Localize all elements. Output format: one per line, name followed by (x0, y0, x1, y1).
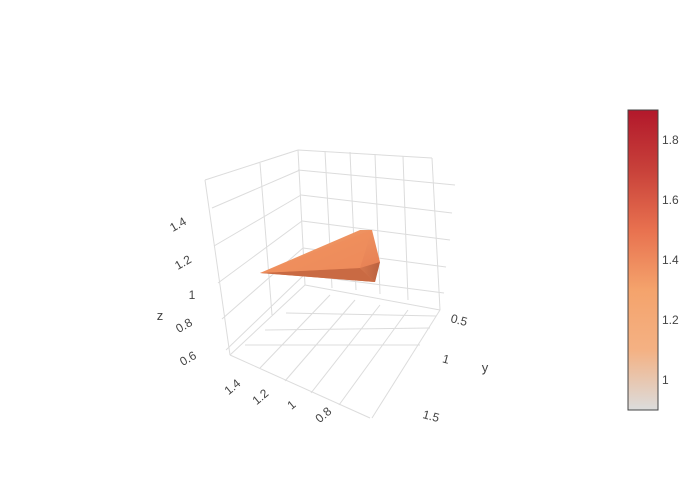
gridlines (204, 149, 456, 419)
gridline (310, 304, 381, 394)
colorbar: 1 1.2 1.4 1.6 1.8 (627, 109, 679, 411)
gridline (204, 179, 231, 356)
y-tick-label: 1.5 (421, 407, 441, 425)
colorbar-tick-label: 1.6 (662, 193, 679, 207)
y-tick-label: 1 (441, 352, 451, 367)
gridline (402, 155, 409, 301)
surface-side-face (360, 262, 380, 282)
z-tick-label: 1 (189, 288, 196, 302)
z-tick-label: 0.8 (173, 315, 195, 336)
z-axis-ticks: 0.6 0.8 1 1.2 1.4 (167, 214, 199, 369)
x-tick-label: 1.2 (250, 386, 272, 408)
gridline (217, 220, 303, 284)
z-tick-label: 0.6 (177, 348, 199, 369)
gridline (211, 169, 301, 209)
gridline (297, 169, 456, 186)
x-tick-label: 1.4 (222, 376, 244, 398)
colorbar-ticks: 1 1.2 1.4 1.6 1.8 (662, 133, 679, 387)
gridline (297, 149, 433, 159)
x-tick-label: 1 (284, 397, 298, 412)
colorbar-fill (627, 109, 659, 411)
surface-mesh (260, 230, 380, 282)
x-tick-label: 0.8 (313, 404, 335, 426)
gridline (259, 294, 331, 369)
gridline (304, 284, 441, 311)
x-axis-ticks: 1.4 1.2 1 0.8 (222, 376, 335, 426)
surface-highlight-face (260, 230, 372, 273)
y-axis-ticks: 0.5 1 1.5 (421, 311, 469, 425)
colorbar-tick-label: 1.2 (662, 313, 679, 327)
gridline (300, 194, 453, 214)
gridline (204, 149, 299, 181)
gridline (229, 284, 306, 356)
z-tick-label: 1.4 (167, 214, 189, 235)
gridline (371, 309, 441, 419)
gridline (285, 312, 437, 317)
surface-bottom-face (260, 268, 375, 282)
gridline (225, 274, 305, 351)
gridline (431, 157, 441, 311)
gridline (264, 327, 431, 331)
gridline (301, 220, 451, 241)
y-axis-title: y (482, 360, 489, 375)
gridline (229, 354, 371, 419)
gridline (221, 247, 304, 320)
z-axis-title: z (157, 308, 164, 323)
colorbar-tick-label: 1 (662, 373, 669, 387)
colorbar-tick-label: 1.8 (662, 133, 679, 147)
y-tick-label: 0.5 (449, 311, 469, 329)
z-tick-label: 1.2 (172, 252, 194, 273)
gridline (284, 299, 356, 382)
gridline (213, 194, 302, 247)
gridline (338, 309, 409, 406)
colorbar-tick-label: 1.4 (662, 253, 679, 267)
gridline (259, 162, 273, 316)
